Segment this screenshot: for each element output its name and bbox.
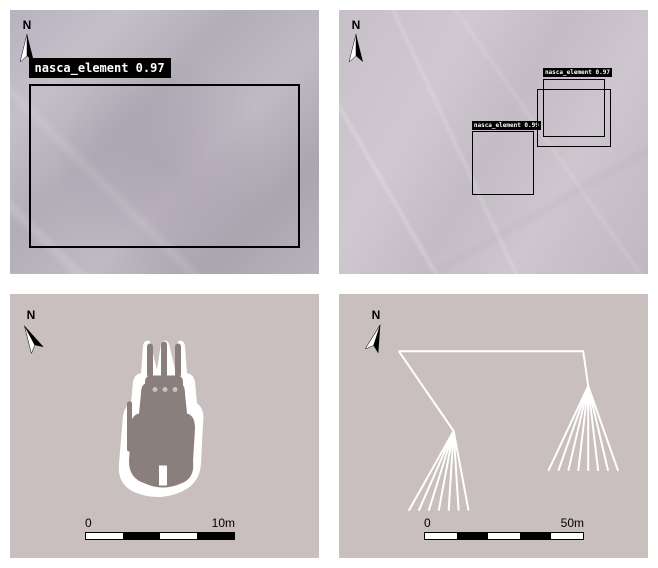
scale-tick-1: 50m <box>561 516 584 530</box>
detection-label-text: nasca_element 0.97 <box>545 69 610 76</box>
detection-label-text: nasca_element 0.99 <box>474 122 539 129</box>
scale-tick-0: 0 <box>424 516 431 530</box>
scalebar-ticks: 0 50m <box>424 516 584 530</box>
detection-box-tr-3 <box>537 89 611 147</box>
scalebar-segments <box>85 532 235 540</box>
north-arrow-icon <box>20 34 34 62</box>
panel-top-left: N nasca_element 0.97 <box>10 10 319 274</box>
scalebar-bl: 0 10m <box>85 516 235 540</box>
north-label: N <box>27 308 36 322</box>
north-label: N <box>372 308 381 322</box>
north-arrow-tl: N <box>20 18 34 62</box>
detection-label-tr-1: nasca_element 0.99 <box>472 121 541 130</box>
detection-label-tr-2: nasca_element 0.97 <box>543 68 612 77</box>
panel-top-right: N nasca_element 0.99 nasca_element 0.97 <box>339 10 648 274</box>
humanoid-icon <box>105 333 225 503</box>
scale-tick-0: 0 <box>85 516 92 530</box>
scalebar-ticks: 0 10m <box>85 516 235 530</box>
humanoid-glyph <box>105 333 225 508</box>
north-label: N <box>23 18 32 32</box>
north-arrow-bl: N <box>24 308 38 352</box>
north-label: N <box>352 18 361 32</box>
panel-bottom-right: N <box>339 294 648 558</box>
detection-label-tl: nasca_element 0.97 <box>29 58 171 78</box>
detection-label-text: nasca_element 0.97 <box>35 61 165 75</box>
detection-box-tr-1 <box>472 131 534 194</box>
north-arrow-tr: N <box>349 18 363 62</box>
north-arrow-icon <box>18 322 44 353</box>
figure-grid: N nasca_element 0.97 N nasca_element 0.9… <box>0 0 658 568</box>
north-arrow-icon <box>349 34 363 62</box>
north-arrow-br: N <box>369 308 383 352</box>
panel-bottom-left: N <box>10 294 319 558</box>
scalebar-segments <box>424 532 584 540</box>
scale-tick-1: 10m <box>212 516 235 530</box>
scalebar-br: 0 50m <box>424 516 584 540</box>
detection-box-tl <box>29 84 301 248</box>
